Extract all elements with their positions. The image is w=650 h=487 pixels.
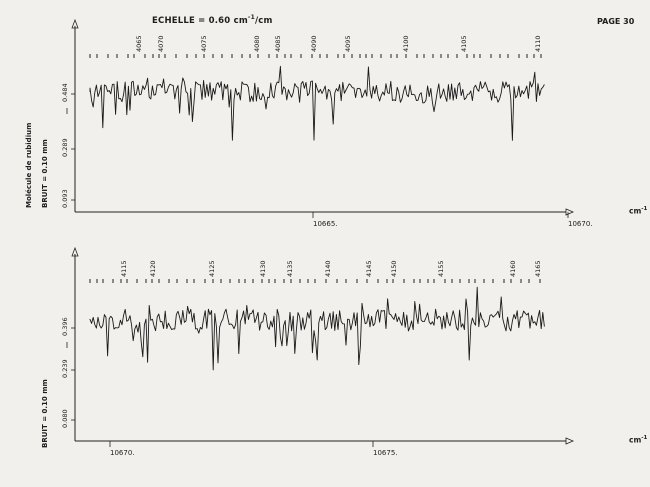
- x-tick-label: 10665.: [313, 220, 338, 228]
- spectrum-trace: [89, 65, 545, 141]
- x-unit-top: cm-1: [629, 206, 648, 216]
- x-tick-label: 10670.: [110, 449, 135, 457]
- line-id-label: 4075: [200, 35, 208, 52]
- page-number: PAGE 30: [597, 17, 635, 26]
- line-id-label: 4135: [286, 260, 294, 277]
- spectrum-panel-1: 0.484 0.289 0.093 10665. 10670. 4065 4070 4075 4…: [61, 18, 593, 228]
- line-id-label: 4140: [324, 260, 332, 277]
- x-unit-bottom: cm-1: [629, 435, 648, 445]
- y-tick-label: 0.239: [61, 359, 69, 378]
- spectrum-trace: [89, 286, 545, 371]
- line-id-label: 4095: [344, 35, 352, 52]
- x-axis-arrow: [565, 208, 575, 216]
- line-id-label: 4065: [135, 35, 143, 52]
- line-id-label: 4120: [149, 260, 157, 277]
- spectrum-panel-2: 0.396 0.239 0.080 10670. 10675. 4115 4120 4125 4…: [61, 246, 575, 457]
- x-tick-label: 10670.: [568, 220, 593, 228]
- line-id-label: 4090: [310, 35, 318, 52]
- line-id-label: 4160: [509, 260, 517, 277]
- y-tick-label: 0.396: [61, 317, 69, 336]
- y-tick-label: 0.289: [61, 138, 69, 157]
- line-id-label: 4085: [274, 35, 282, 52]
- line-id-label: 4155: [437, 260, 445, 277]
- line-id-label: 4100: [402, 35, 410, 52]
- line-id-label: 4115: [120, 260, 128, 277]
- line-id-label: 4110: [534, 35, 542, 52]
- line-id-label: 4080: [253, 35, 261, 52]
- line-id-label: 4105: [460, 35, 468, 52]
- line-id-label: 4130: [259, 260, 267, 277]
- y-axis-arrow: [71, 18, 79, 29]
- line-id-label: 4070: [157, 35, 165, 52]
- y-tick-label: 0.080: [61, 409, 69, 428]
- scale-label: ECHELLE = 0.60 cm-1/cm: [152, 14, 273, 26]
- line-id-label: 4165: [534, 260, 542, 277]
- x-axis-arrow: [565, 437, 575, 445]
- line-id-label: 4145: [365, 260, 373, 277]
- line-id-label: 4125: [208, 260, 216, 277]
- y-tick-label: 0.484: [61, 83, 69, 102]
- y-tick-label: 0.093: [61, 189, 69, 208]
- line-id-label: 4150: [390, 260, 398, 277]
- x-tick-label: 10675.: [373, 449, 398, 457]
- y-axis-arrow: [71, 246, 79, 257]
